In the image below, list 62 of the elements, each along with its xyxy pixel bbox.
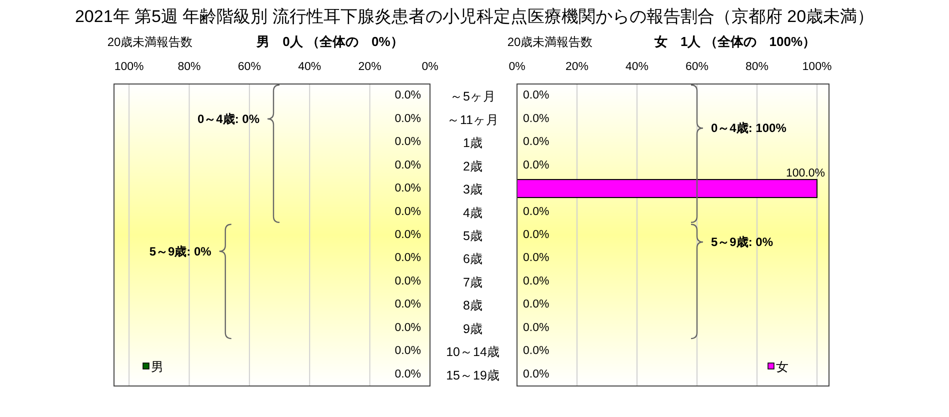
data-label: 0.0% — [394, 159, 421, 172]
chart-subtitle: 20歳未満報告数 — [507, 35, 593, 49]
y-tick-label: 5歳 — [463, 229, 483, 243]
data-label: 0.0% — [394, 112, 421, 125]
y-tick-label: 6歳 — [463, 252, 483, 266]
y-tick-label: 15～19歳 — [446, 368, 500, 382]
data-label: 0.0% — [394, 206, 421, 218]
y-tick-label: 3歳 — [463, 182, 483, 197]
data-label: 0.0% — [394, 90, 421, 102]
data-label: 0.0% — [394, 252, 421, 264]
y-tick-label: 8歳 — [463, 298, 483, 313]
data-label: 0.0% — [394, 345, 421, 358]
data-label: 0.0% — [523, 275, 550, 288]
legend-label: 男 — [151, 360, 164, 374]
text: 男 0人 （全体の 0%） — [256, 34, 404, 49]
legend-label: 女 — [776, 360, 789, 374]
annotation: 0～4歳: 0% — [197, 112, 260, 126]
annotation: 0～4歳: 100% — [711, 121, 787, 136]
y-tick-label: 7歳 — [463, 275, 483, 290]
x-tick-label: 0% — [508, 61, 526, 73]
text: 2021年 第5週 年齢階級別 流行性耳下腺炎患者の小児科定点医療機関からの報告割合（京都府 20歳未満） — [74, 7, 874, 26]
y-tick-label: ～5ヶ月 — [450, 90, 496, 104]
annotation: 5～9歳: 0% — [149, 244, 212, 258]
data-label: 0.0% — [523, 112, 550, 125]
x-tick-label: 20% — [358, 61, 382, 73]
data-label: 0.0% — [523, 322, 550, 334]
data-label: 0.0% — [523, 345, 550, 358]
x-tick-label: 60% — [685, 61, 709, 73]
data-label: 0.0% — [394, 368, 421, 380]
y-tick-label: 10～14歳 — [446, 345, 500, 360]
data-label: 0.0% — [394, 182, 421, 195]
x-tick-label: 100% — [114, 61, 144, 73]
data-label: 0.0% — [523, 298, 550, 311]
y-tick-label: 1歳 — [463, 136, 483, 150]
y-tick-label: 4歳 — [463, 206, 483, 220]
x-tick-label: 40% — [298, 61, 322, 73]
annotation: 5～9歳: 0% — [711, 234, 774, 249]
x-tick-label: 60% — [238, 61, 261, 73]
data-label: 0.0% — [394, 136, 421, 148]
data-label: 0.0% — [523, 229, 550, 241]
y-tick-label: ～11ヶ月 — [447, 112, 499, 127]
x-tick-label: 80% — [178, 61, 201, 73]
data-label: 0.0% — [523, 252, 550, 264]
y-tick-label: 9歳 — [463, 322, 483, 336]
data-label: 0.0% — [394, 298, 421, 311]
x-tick-label: 40% — [625, 61, 649, 73]
x-tick-label: 20% — [565, 61, 589, 73]
x-tick-label: 0% — [422, 61, 438, 73]
data-label: 0.0% — [394, 275, 421, 288]
data-label: 0.0% — [523, 136, 550, 148]
y-tick-label: 2歳 — [463, 159, 483, 174]
chart-subtitle: 20歳未満報告数 — [107, 35, 193, 49]
x-tick-label: 100% — [802, 61, 832, 73]
data-label: 0.0% — [523, 90, 550, 102]
data-label: 0.0% — [394, 229, 421, 241]
data-label: 0.0% — [523, 206, 550, 218]
data-label: 0.0% — [394, 322, 421, 334]
data-label: 100.0% — [786, 168, 825, 180]
data-label: 0.0% — [523, 159, 550, 172]
text: 女 1人 （全体の 100%） — [653, 34, 816, 49]
x-tick-label: 80% — [745, 61, 769, 73]
data-label: 0.0% — [523, 368, 550, 380]
